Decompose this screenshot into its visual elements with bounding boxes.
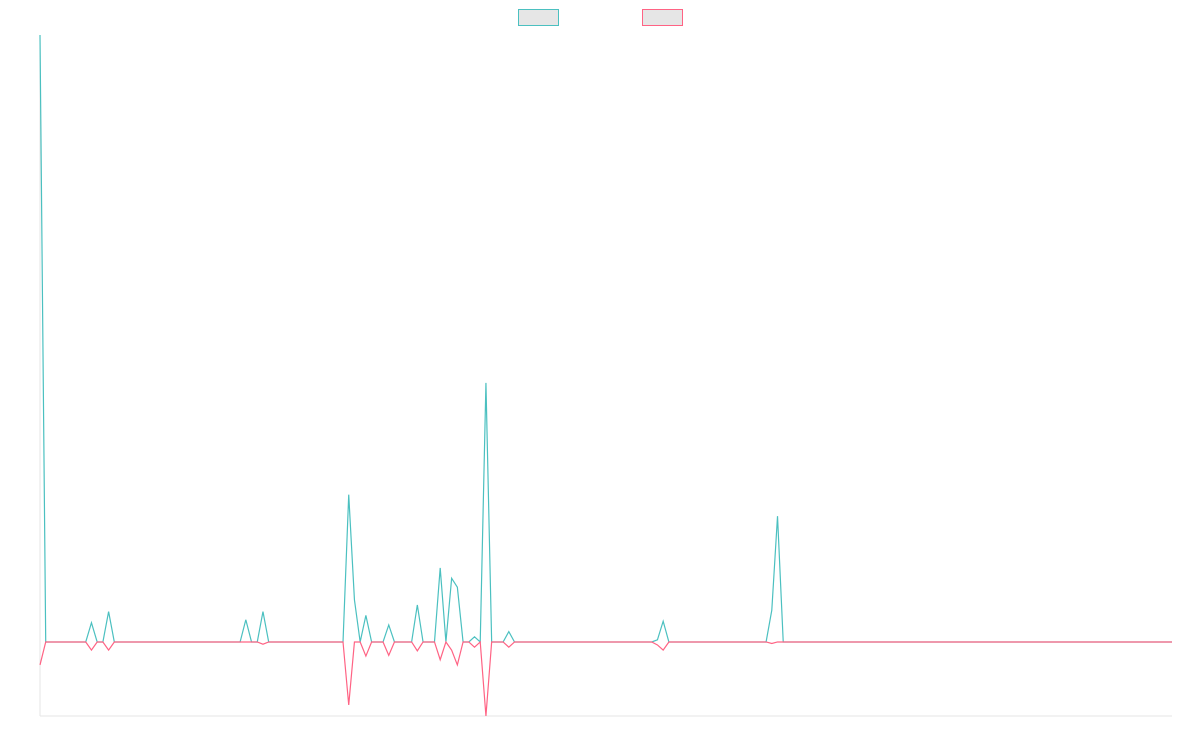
series-line [39,34,1172,644]
legend-swatch[interactable] [642,9,683,26]
legend-swatch[interactable] [518,9,559,26]
series-line [39,640,1172,717]
